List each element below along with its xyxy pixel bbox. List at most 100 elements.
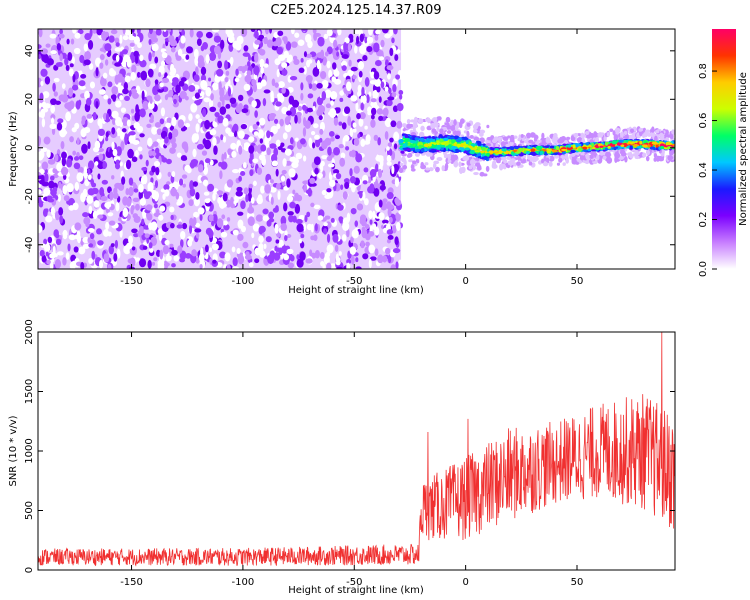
heatmap-cell [371, 107, 377, 116]
heatmap-cell [234, 77, 240, 83]
heatmap-cell [256, 167, 263, 175]
heatmap-cell [344, 37, 350, 44]
heatmap-cell [82, 212, 89, 218]
heatmap-cell [169, 206, 175, 213]
heatmap-cell [173, 98, 177, 105]
heatmap-cell [386, 238, 391, 244]
heatmap-cell [530, 132, 536, 138]
heatmap-cell [301, 29, 307, 32]
heatmap-cell [377, 168, 383, 178]
heatmap-cell [162, 193, 166, 200]
heatmap-cell [128, 131, 136, 136]
heatmap-cell [330, 217, 335, 223]
heatmap-cell [263, 89, 271, 94]
heatmap-cell [269, 143, 277, 149]
heatmap-cell [391, 37, 395, 44]
heatmap-cell [336, 51, 340, 57]
heatmap-cell [38, 162, 41, 168]
heatmap-cell [46, 58, 54, 66]
heatmap-cell [635, 155, 640, 160]
heatmap-cell [162, 262, 170, 267]
heatmap-cell [399, 162, 404, 167]
heatmap-cell [316, 108, 324, 117]
heatmap-cell [169, 39, 178, 47]
heatmap-cell [347, 69, 354, 77]
heatmap-cell [83, 59, 91, 66]
heatmap-cell [398, 209, 403, 215]
heatmap-cell [152, 141, 159, 147]
heatmap-cell [250, 197, 255, 204]
heatmap-cell [284, 116, 291, 126]
heatmap-cell [269, 29, 273, 34]
heatmap-cell [643, 144, 648, 148]
heatmap-cell [468, 165, 473, 170]
heatmap-cell [121, 176, 126, 185]
heatmap-cell [99, 121, 103, 130]
heatmap-cell [292, 189, 296, 195]
heatmap-cell [666, 142, 673, 146]
heatmap-cell [56, 251, 64, 256]
heatmap-cell [449, 121, 453, 126]
heatmap-cell [125, 159, 132, 170]
heatmap-cell [466, 122, 471, 127]
heatmap-cell [435, 145, 441, 150]
heatmap-cell [553, 152, 559, 156]
heatmap-cell [302, 180, 310, 185]
heatmap-cell [148, 39, 152, 46]
heatmap-cell [517, 147, 524, 152]
heatmap-cell [180, 77, 187, 82]
heatmap-cell [149, 63, 157, 70]
heatmap-cell [132, 197, 140, 203]
x-tick-label: -100 [232, 276, 255, 287]
heatmap-cell [362, 253, 369, 260]
heatmap-cell [40, 243, 46, 248]
heatmap-cell [473, 136, 480, 141]
heatmap-cell [246, 70, 252, 77]
heatmap-cell [270, 179, 274, 184]
heatmap-cell [280, 223, 288, 232]
heatmap-cell [451, 145, 457, 150]
heatmap-cell [607, 145, 611, 149]
heatmap-cell [382, 107, 389, 117]
heatmap-cell [73, 156, 80, 161]
heatmap-cell [349, 246, 357, 255]
heatmap-cell [344, 181, 350, 189]
heatmap-cell [131, 156, 138, 163]
heatmap-cell [175, 84, 181, 94]
heatmap-cell [93, 146, 100, 153]
heatmap-cell [74, 122, 80, 130]
heatmap-cell [115, 201, 120, 212]
heatmap-cell [187, 239, 193, 247]
heatmap-cell [483, 155, 488, 160]
heatmap-cell [211, 29, 220, 33]
heatmap-cell [591, 142, 595, 147]
heatmap-cell [186, 46, 194, 54]
heatmap-cell [123, 54, 131, 63]
heatmap-cell [386, 229, 394, 235]
heatmap-cell [57, 193, 61, 202]
heatmap-cell [549, 145, 553, 149]
heatmap-cell [139, 197, 147, 206]
heatmap-cell [526, 135, 531, 139]
colorbar: 0.00.20.40.60.8 Normalized spectral ampl… [698, 29, 749, 277]
heatmap-cell [133, 36, 141, 45]
heatmap-cell [348, 59, 352, 67]
heatmap-cell [325, 103, 331, 109]
heatmap-cell [212, 159, 218, 164]
heatmap-cell [237, 211, 244, 216]
heatmap-cell [454, 135, 459, 140]
heatmap-cell [256, 121, 260, 126]
heatmap-cell [439, 128, 444, 134]
heatmap-cell [580, 132, 585, 139]
heatmap-cell [131, 115, 135, 122]
heatmap-cell [327, 146, 332, 156]
heatmap-cell [243, 45, 249, 52]
heatmap-cell [216, 190, 224, 195]
heatmap-cell [203, 97, 210, 103]
heatmap-cell [150, 114, 154, 121]
heatmap-cell [341, 122, 347, 130]
heatmap-cell [80, 262, 85, 269]
heatmap-cell [237, 233, 244, 241]
heatmap-cell [209, 98, 214, 109]
heatmap-cell [170, 222, 175, 229]
